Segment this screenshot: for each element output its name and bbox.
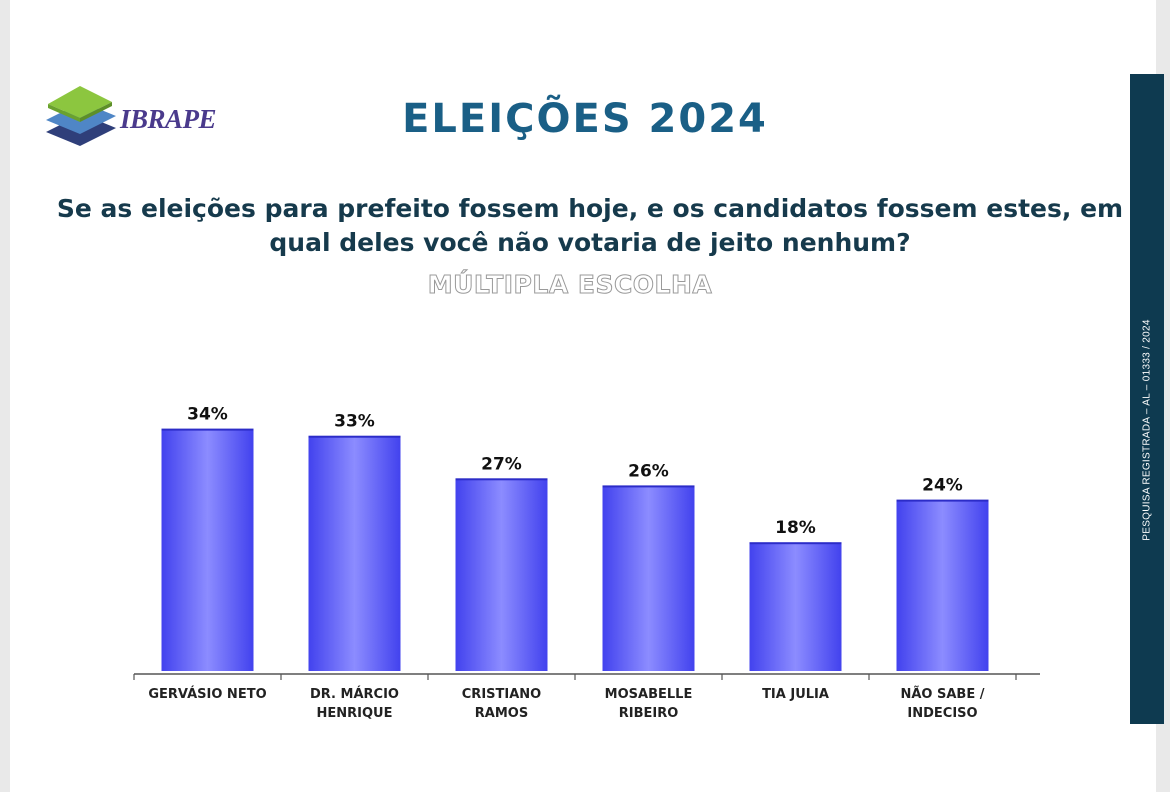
data-label: 26%: [628, 461, 669, 481]
frame-left-border: [0, 0, 10, 792]
bar: [749, 543, 842, 671]
bar: [602, 486, 695, 671]
data-label: 27%: [481, 454, 522, 474]
bar: [161, 429, 254, 671]
survey-question: Se as eleições para prefeito fossem hoje…: [56, 194, 1124, 257]
bar-top-edge: [308, 435, 401, 438]
category-label: HENRIQUE: [317, 706, 393, 721]
category-label: TIA JULIA: [762, 687, 829, 702]
page-title: ELEIÇÕES 2024: [402, 96, 768, 142]
registration-side-bar: [1130, 74, 1164, 724]
ibrape-logo-icon: [46, 86, 116, 146]
bar: [455, 479, 548, 671]
category-label: NÃO SABE /: [900, 686, 984, 702]
bar-top-edge: [896, 499, 989, 502]
category-label: RAMOS: [475, 706, 528, 721]
bar-top-edge: [749, 542, 842, 545]
bar: [308, 436, 401, 671]
category-label: RIBEIRO: [619, 706, 679, 721]
data-label: 34%: [187, 405, 228, 425]
data-label: 24%: [922, 476, 963, 496]
bar-top-edge: [602, 485, 695, 488]
data-label: 18%: [775, 518, 816, 538]
category-label: MOSABELLE: [605, 687, 693, 702]
category-label: CRISTIANO: [462, 687, 541, 702]
logo-text: IBRAPE: [120, 104, 217, 134]
data-label: 33%: [334, 412, 375, 432]
multiple-choice-subtitle: MÚLTIPLA ESCOLHA: [427, 270, 713, 300]
bar-top-edge: [161, 428, 254, 431]
category-label: DR. MÁRCIO: [310, 686, 399, 702]
bar-top-edge: [455, 478, 548, 481]
category-label: INDECISO: [907, 706, 977, 721]
category-label: GERVÁSIO NETO: [148, 686, 266, 702]
bar: [896, 500, 989, 671]
